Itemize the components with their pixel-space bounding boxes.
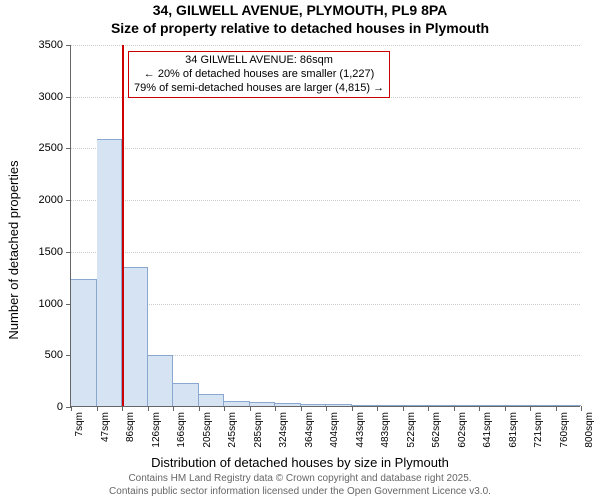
annotation-line2: ← 20% of detached houses are smaller (1,… — [134, 68, 384, 82]
x-tick-mark — [479, 406, 480, 411]
annotation-line1: 34 GILWELL AVENUE: 86sqm — [134, 54, 384, 68]
property-marker-line — [122, 45, 124, 406]
attribution-text: Contains HM Land Registry data © Crown c… — [0, 473, 600, 498]
x-tick-label: 721sqm — [533, 376, 544, 412]
histogram-bar — [352, 405, 378, 406]
x-tick-label: 800sqm — [584, 376, 595, 412]
y-tick-mark — [66, 97, 71, 98]
chart-title-main: 34, GILWELL AVENUE, PLYMOUTH, PL9 8PA — [0, 2, 600, 18]
plot-area: 05001000150020002500300035007sqm47sqm86s… — [70, 45, 580, 407]
x-tick-mark — [71, 406, 72, 411]
y-tick-label: 1500 — [23, 246, 63, 258]
x-tick-mark — [377, 406, 378, 411]
y-tick-mark — [66, 252, 71, 253]
y-tick-label: 1000 — [23, 298, 63, 310]
histogram-bar — [479, 405, 505, 406]
y-tick-mark — [66, 45, 71, 46]
histogram-bar — [377, 405, 403, 406]
x-tick-mark — [275, 406, 276, 411]
x-tick-mark — [403, 406, 404, 411]
histogram-bar — [454, 405, 480, 406]
x-tick-mark — [148, 406, 149, 411]
y-tick-label: 3500 — [23, 39, 63, 51]
chart-title-sub: Size of property relative to detached ho… — [0, 20, 600, 36]
x-axis-label: Distribution of detached houses by size … — [0, 455, 600, 470]
y-tick-label: 3000 — [23, 91, 63, 103]
histogram-bar — [530, 405, 556, 406]
x-tick-mark — [122, 406, 123, 411]
gridline — [71, 45, 580, 46]
histogram-bar — [71, 279, 97, 406]
attribution-line2: Contains public sector information licen… — [0, 486, 600, 499]
x-tick-mark — [505, 406, 506, 411]
histogram-bar — [428, 405, 454, 406]
histogram-bar — [275, 403, 301, 406]
gridline — [71, 148, 580, 149]
x-tick-label: 602sqm — [457, 376, 468, 412]
histogram-bar — [301, 404, 327, 406]
x-tick-label: 562sqm — [431, 376, 442, 412]
histogram-bar — [224, 401, 250, 406]
x-tick-mark — [352, 406, 353, 411]
x-tick-label: 681sqm — [508, 376, 519, 412]
y-tick-mark — [66, 200, 71, 201]
histogram-bar — [97, 139, 123, 406]
histogram-bar — [199, 394, 225, 406]
histogram-bar — [403, 405, 429, 406]
histogram-bar — [326, 404, 352, 406]
x-tick-label: 245sqm — [227, 376, 238, 412]
x-tick-label: 404sqm — [329, 376, 340, 412]
y-tick-label: 2500 — [23, 142, 63, 154]
x-tick-mark — [556, 406, 557, 411]
x-tick-label: 443sqm — [355, 376, 366, 412]
x-tick-label: 522sqm — [406, 376, 417, 412]
gridline — [71, 200, 580, 201]
property-annotation: 34 GILWELL AVENUE: 86sqm← 20% of detache… — [128, 51, 390, 98]
x-tick-label: 285sqm — [253, 376, 264, 412]
annotation-line3: 79% of semi-detached houses are larger (… — [134, 82, 384, 96]
x-tick-mark — [301, 406, 302, 411]
histogram-bar — [173, 383, 199, 406]
x-tick-label: 760sqm — [559, 376, 570, 412]
x-tick-mark — [428, 406, 429, 411]
histogram-bar — [148, 355, 174, 406]
gridline — [71, 252, 580, 253]
x-tick-label: 641sqm — [482, 376, 493, 412]
x-tick-mark — [581, 406, 582, 411]
x-tick-mark — [250, 406, 251, 411]
property-size-histogram: 34, GILWELL AVENUE, PLYMOUTH, PL9 8PA Si… — [0, 0, 600, 500]
attribution-line1: Contains HM Land Registry data © Crown c… — [0, 473, 600, 486]
x-tick-mark — [530, 406, 531, 411]
x-tick-mark — [97, 406, 98, 411]
x-tick-mark — [454, 406, 455, 411]
y-tick-label: 500 — [23, 349, 63, 361]
y-tick-label: 0 — [23, 401, 63, 413]
x-tick-mark — [326, 406, 327, 411]
x-tick-mark — [199, 406, 200, 411]
histogram-bar — [122, 267, 148, 406]
x-tick-label: 364sqm — [304, 376, 315, 412]
histogram-bar — [250, 402, 276, 406]
x-tick-label: 483sqm — [380, 376, 391, 412]
y-tick-label: 2000 — [23, 194, 63, 206]
x-tick-mark — [173, 406, 174, 411]
histogram-bar — [556, 405, 582, 406]
x-tick-label: 324sqm — [278, 376, 289, 412]
x-tick-mark — [224, 406, 225, 411]
histogram-bar — [505, 405, 531, 406]
y-tick-mark — [66, 148, 71, 149]
